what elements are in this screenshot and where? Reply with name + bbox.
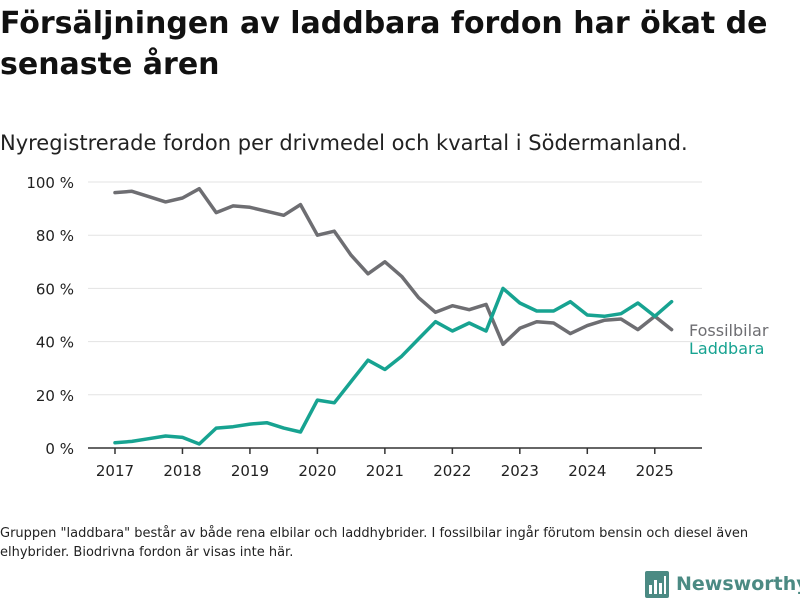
series-line-fossilbilar xyxy=(113,186,674,347)
x-tick-label: 2018 xyxy=(163,462,201,480)
footnote: Gruppen "laddbara" består av både rena e… xyxy=(0,526,749,560)
x-tick-label: 2017 xyxy=(96,462,134,480)
x-tick-label: 2024 xyxy=(568,462,606,480)
brand-name: Newsworthy xyxy=(676,573,800,595)
x-tick-label: 2022 xyxy=(433,462,471,480)
series-label-laddbara: Laddbara xyxy=(689,339,764,358)
bar-chart-logo-icon xyxy=(645,570,669,598)
x-tick-label: 2025 xyxy=(636,462,674,480)
x-tick-label: 2020 xyxy=(298,462,336,480)
line-chart: 0 % 20 % 40 % 60 % 80 % 100 % 2017 2018 2019 2020… xyxy=(26,174,769,480)
y-tick-label: 0 % xyxy=(45,440,74,458)
brand-logo: Newsworthy xyxy=(645,568,800,600)
y-tick-label: 60 % xyxy=(36,280,74,298)
y-tick-label: 40 % xyxy=(36,334,74,352)
y-tick-label: 20 % xyxy=(36,387,74,405)
series-line-laddbara xyxy=(113,286,674,446)
y-tick-label: 100 % xyxy=(26,174,74,192)
series-label-fossilbilar: Fossilbilar xyxy=(689,321,769,340)
x-tick-label: 2019 xyxy=(231,462,269,480)
y-tick-label: 80 % xyxy=(36,227,74,245)
chart-subtitle: Nyregistrerade fordon per drivmedel och … xyxy=(0,131,688,155)
chart-title: Försäljningen av laddbara fordon har öka… xyxy=(0,6,768,82)
x-tick-label: 2021 xyxy=(366,462,404,480)
x-tick-label: 2023 xyxy=(501,462,539,480)
